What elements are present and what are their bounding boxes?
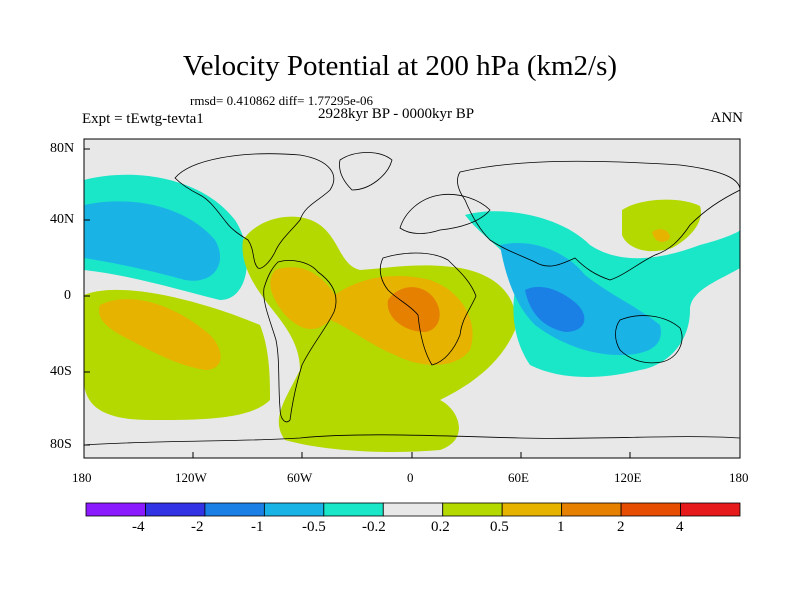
lon-label-120w: 120W [175,470,207,485]
lon-label-120e: 120E [614,470,642,485]
lon-label-0: 0 [407,470,414,485]
coast-greenland [339,152,393,191]
lat-label-40n: 40N [50,212,75,227]
lon-label-60w: 60W [287,470,313,485]
coastlines [84,152,740,446]
lat-label-80n: 80N [50,141,75,156]
contour-field [84,174,740,452]
lat-label-40s: 40S [50,364,72,379]
coast-asia [457,160,740,281]
colorbar-box-7 [442,502,503,517]
colorbar-box-10 [620,502,681,517]
lat-label-0: 0 [64,288,71,303]
colorbar-box-4 [263,502,325,517]
colorbar-label-7: 0.5 [490,519,509,535]
stats-line: rmsd= 0.410862 diff= 1.77295e-06 [190,93,374,108]
colorbar [85,502,741,517]
field-weak-pos-japan [622,199,701,252]
season-label: ANN [710,110,744,126]
lon-label-60e: 60E [508,470,529,485]
colorbar-box-9 [561,502,622,517]
field-strong-neg-indian [525,286,585,332]
colorbar-label-3: -1 [251,519,264,535]
coast-south-america [263,260,337,423]
colorbar-label-4: -0.5 [302,519,326,535]
colorbar-box-11 [680,502,741,517]
colorbar-label-1: -4 [132,519,145,535]
axis-ticks [83,148,741,458]
field-mod-pos-japan [652,229,670,242]
colorbar-label-6: 0.2 [431,519,450,535]
colorbar-label-10: 4 [676,519,684,535]
lon-label-180e: 180 [729,470,749,485]
colorbar-label-9: 2 [617,519,625,535]
colorbar-label-5: -0.2 [362,519,386,535]
colorbar-label-8: 1 [557,519,565,535]
coast-africa [379,252,477,366]
field-mod-pos-spacific [99,299,221,370]
experiment-label: Expt = tEwtg-tevta1 [82,111,204,127]
coast-australia [615,315,683,364]
colorbar-box-8 [501,502,563,517]
colorbar-box-1 [85,502,146,517]
colorbar-box-6 [382,502,444,517]
coast-north-america [174,153,335,269]
plot-title: Velocity Potential at 200 hPa (km2/s) [182,50,618,82]
field-mod-neg-npacific [84,201,221,281]
colorbar-label-2: -2 [191,519,204,535]
lon-label-180w: 180 [72,470,92,485]
lat-label-80s: 80S [50,437,72,452]
colorbar-box-5 [323,502,384,517]
colorbar-box-3 [204,502,265,517]
colorbar-box-2 [145,502,206,517]
coast-europe [399,193,491,234]
field-strong-pos-africa [387,287,440,332]
period-label: 2928kyr BP - 0000kyr BP [318,106,475,122]
coast-antarctica [84,434,740,446]
field-mod-neg-indian [500,243,661,355]
